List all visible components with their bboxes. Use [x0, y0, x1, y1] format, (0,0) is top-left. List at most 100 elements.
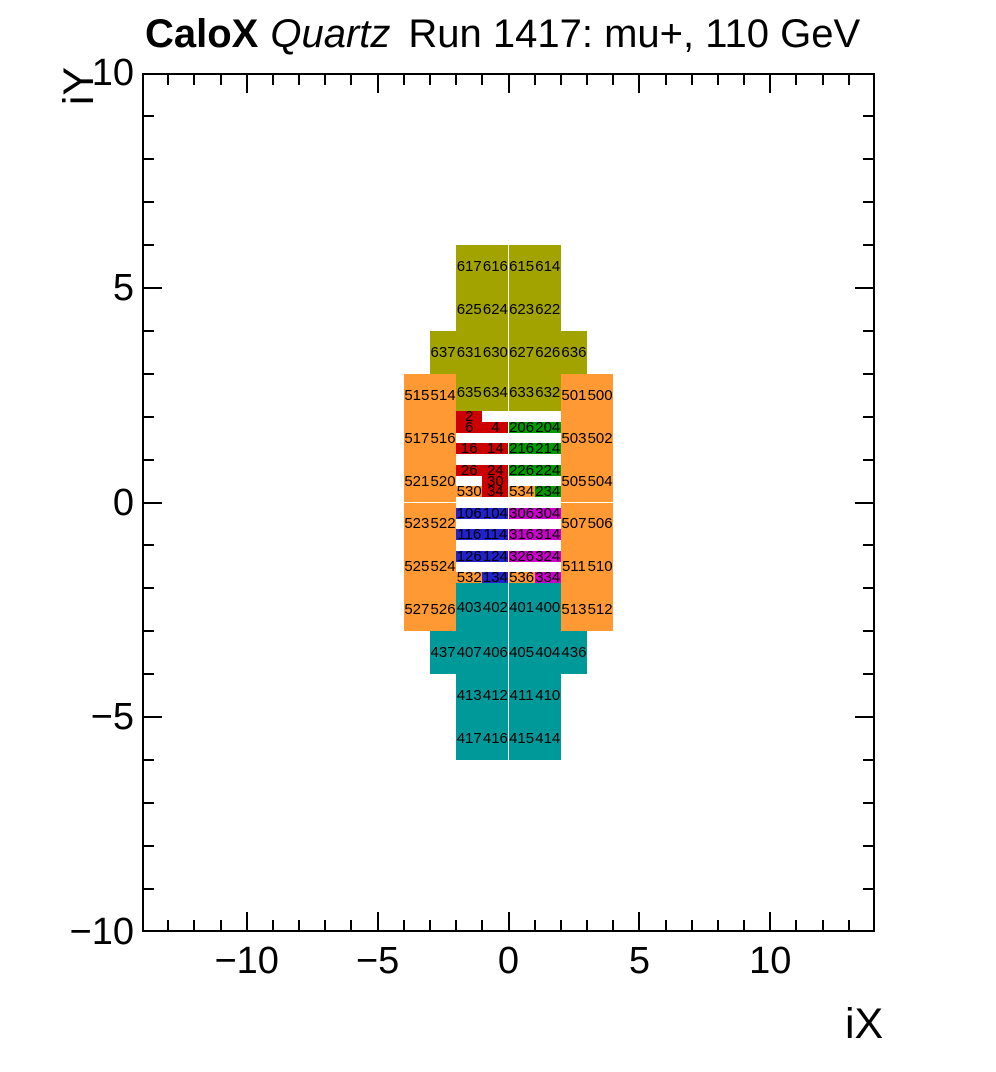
- y-minor-tick: [142, 372, 154, 375]
- cell-206: 206: [508, 418, 535, 436]
- cell-522: 522: [429, 502, 457, 546]
- x-tick-label: 0: [497, 940, 520, 982]
- cell-204: 204: [534, 418, 561, 436]
- cell-400: 400: [534, 583, 561, 632]
- y-major-tick: [855, 716, 875, 719]
- cell-403: 403: [456, 583, 483, 632]
- cell-34: 34: [482, 484, 509, 499]
- plot-frame: [142, 73, 875, 932]
- cell-503: 503: [560, 416, 588, 460]
- cell-622: 622: [534, 287, 561, 331]
- y-minor-tick: [142, 458, 154, 461]
- plot-title: CaloX Quartz Run 1417: mu+, 110 GeV: [145, 12, 860, 56]
- cell-630: 630: [482, 330, 509, 374]
- x-minor-tick: [428, 920, 431, 932]
- cell-304: 304: [534, 504, 561, 522]
- x-minor-tick: [559, 920, 562, 932]
- x-minor-tick: [690, 920, 693, 932]
- y-tick-label: −10: [69, 911, 134, 953]
- y-minor-tick: [142, 544, 154, 547]
- x-major-tick: [769, 912, 772, 932]
- cell-527: 527: [403, 588, 430, 632]
- cell-134: 134: [482, 569, 509, 587]
- y-minor-tick: [863, 372, 875, 375]
- cell-530: 530: [456, 483, 483, 501]
- cell-517: 517: [403, 416, 430, 460]
- x-major-tick: [638, 912, 641, 932]
- x-minor-tick: [586, 73, 589, 85]
- cell-625: 625: [456, 287, 483, 331]
- x-minor-tick: [428, 73, 431, 85]
- y-tick-label: 5: [112, 266, 134, 309]
- title-run-info: Run 1417: mu+, 110 GeV: [408, 12, 861, 56]
- cell-627: 627: [508, 330, 535, 374]
- y-minor-tick: [863, 114, 875, 117]
- cell-234: 234: [534, 483, 561, 501]
- x-minor-tick: [743, 920, 746, 932]
- y-minor-tick: [142, 888, 154, 891]
- y-major-tick: [855, 501, 875, 504]
- x-minor-tick: [167, 73, 170, 85]
- y-minor-tick: [863, 200, 875, 203]
- cell-633: 633: [508, 373, 535, 412]
- x-minor-tick: [612, 920, 615, 932]
- cell-637: 637: [429, 330, 457, 374]
- cell-406: 406: [482, 631, 509, 675]
- cell-632: 632: [534, 373, 561, 412]
- cell-407: 407: [456, 631, 483, 675]
- cell-631: 631: [456, 330, 483, 374]
- cell-505: 505: [560, 459, 588, 503]
- x-minor-tick: [271, 920, 274, 932]
- cell-524: 524: [429, 545, 457, 589]
- cell-510: 510: [587, 545, 614, 589]
- x-major-tick: [376, 73, 379, 93]
- x-tick-label: −5: [355, 940, 400, 982]
- cell-104: 104: [482, 504, 509, 522]
- y-minor-tick: [142, 415, 154, 418]
- x-tick-label: 5: [628, 940, 650, 982]
- x-major-tick: [769, 73, 772, 93]
- y-minor-tick: [863, 157, 875, 160]
- cell-326: 326: [508, 547, 535, 565]
- y-major-tick: [142, 286, 162, 289]
- y-minor-tick: [142, 114, 154, 117]
- cell-417: 417: [456, 717, 483, 761]
- y-minor-tick: [863, 673, 875, 676]
- y-minor-tick: [863, 759, 875, 762]
- cell-324: 324: [534, 547, 561, 565]
- x-minor-tick: [716, 920, 719, 932]
- cell-615: 615: [508, 244, 535, 288]
- cell-635: 635: [456, 373, 483, 412]
- y-minor-tick: [142, 845, 154, 848]
- cell-507: 507: [560, 502, 588, 546]
- cell-314: 314: [534, 526, 561, 544]
- cell-114: 114: [482, 526, 509, 544]
- cell-401: 401: [508, 583, 535, 632]
- cell-636: 636: [560, 330, 588, 374]
- cell-16: 16: [456, 441, 483, 456]
- cell-534: 534: [508, 483, 535, 501]
- cell-437: 437: [429, 631, 457, 675]
- y-minor-tick: [142, 329, 154, 332]
- y-minor-tick: [142, 200, 154, 203]
- y-minor-tick: [863, 415, 875, 418]
- x-axis-title: iX: [845, 1000, 884, 1048]
- cell-226: 226: [508, 461, 535, 479]
- cell-106: 106: [456, 504, 483, 522]
- y-minor-tick: [142, 630, 154, 633]
- x-major-tick: [376, 912, 379, 932]
- x-minor-tick: [559, 73, 562, 85]
- x-minor-tick: [219, 73, 222, 85]
- cell-414: 414: [534, 717, 561, 761]
- y-minor-tick: [863, 587, 875, 590]
- cell-500: 500: [587, 373, 614, 417]
- x-minor-tick: [612, 73, 615, 85]
- cell-515: 515: [403, 373, 430, 417]
- y-minor-tick: [863, 888, 875, 891]
- y-minor-tick: [863, 802, 875, 805]
- cell-410: 410: [534, 674, 561, 718]
- cell-526: 526: [429, 588, 457, 632]
- x-minor-tick: [455, 920, 458, 932]
- x-minor-tick: [743, 73, 746, 85]
- y-minor-tick: [142, 157, 154, 160]
